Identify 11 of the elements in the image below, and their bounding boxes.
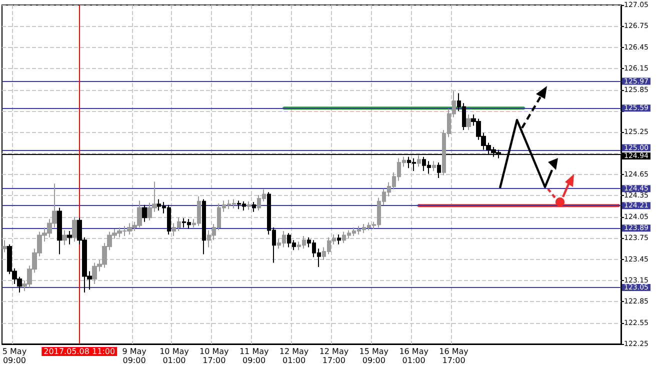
x-tick-label: 12 May 01:00	[279, 347, 309, 365]
x-tick-label: 5 May 09:00	[2, 347, 27, 365]
x-tick-label: 11 May 09:00	[239, 347, 269, 365]
x-tick-label: 9 May 09:00	[122, 347, 147, 365]
x-tick-label: 16 May 17:00	[439, 347, 469, 365]
x-tick-label: 12 May 17:00	[319, 347, 349, 365]
x-tick-label: 2017.05.08 11:00	[44, 347, 116, 356]
x-tick-label: 15 May 09:00	[359, 347, 389, 365]
x-tick-label: 16 May 01:00	[399, 347, 429, 365]
x-tick-label: 10 May 01:00	[160, 347, 190, 365]
x-tick-label: 10 May 17:00	[200, 347, 230, 365]
